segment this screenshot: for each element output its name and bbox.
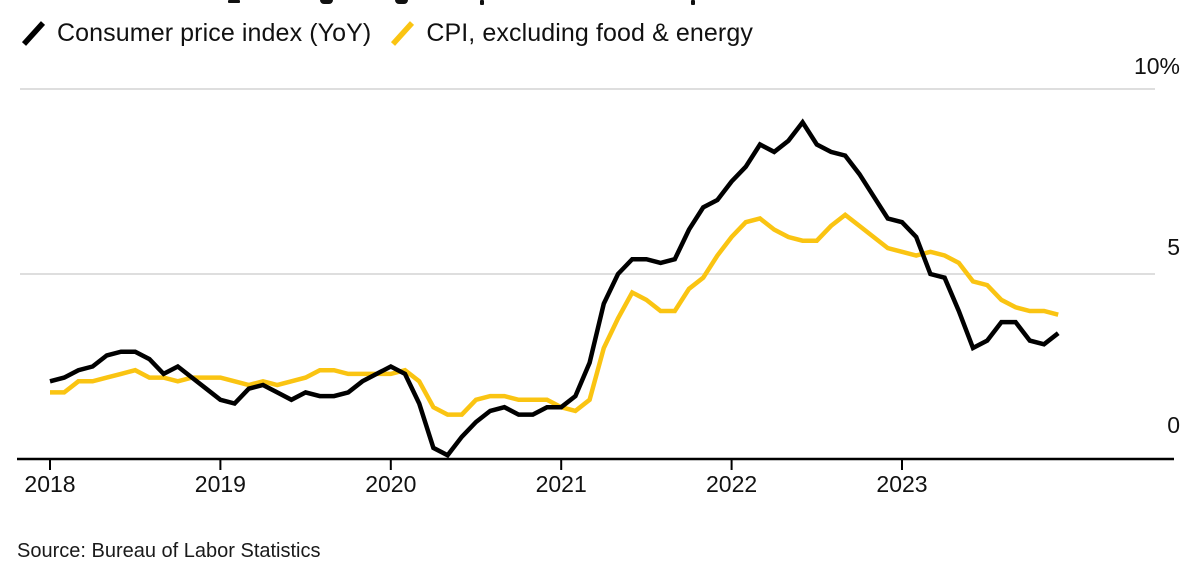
y-tick-label-10: 10% bbox=[1133, 53, 1180, 79]
yellow-line-slash-icon bbox=[389, 20, 416, 47]
legend-item-cpi-core: CPI, excluding food & energy bbox=[389, 19, 753, 48]
clipped-title-fragment bbox=[480, 0, 484, 5]
clipped-title-fragment bbox=[228, 0, 240, 3]
source-credit: Source: Bureau of Labor Statistics bbox=[17, 540, 321, 562]
series-line-1 bbox=[50, 211, 1059, 417]
legend-item-cpi-headline: Consumer price index (YoY) bbox=[20, 19, 371, 48]
clipped-title-fragment bbox=[395, 0, 408, 4]
legend: Consumer price index (YoY) CPI, excludin… bbox=[20, 19, 753, 48]
series-line-0 bbox=[49, 118, 1060, 459]
y-tick-label-5: 5 bbox=[1167, 234, 1180, 260]
legend-label: CPI, excluding food & energy bbox=[426, 19, 753, 47]
clipped-title-fragment bbox=[320, 0, 333, 4]
black-line-slash-icon bbox=[20, 20, 47, 47]
y-tick-label-0: 0 bbox=[1167, 412, 1180, 438]
clipped-title-fragment bbox=[691, 0, 695, 5]
legend-label: Consumer price index (YoY) bbox=[57, 19, 372, 47]
